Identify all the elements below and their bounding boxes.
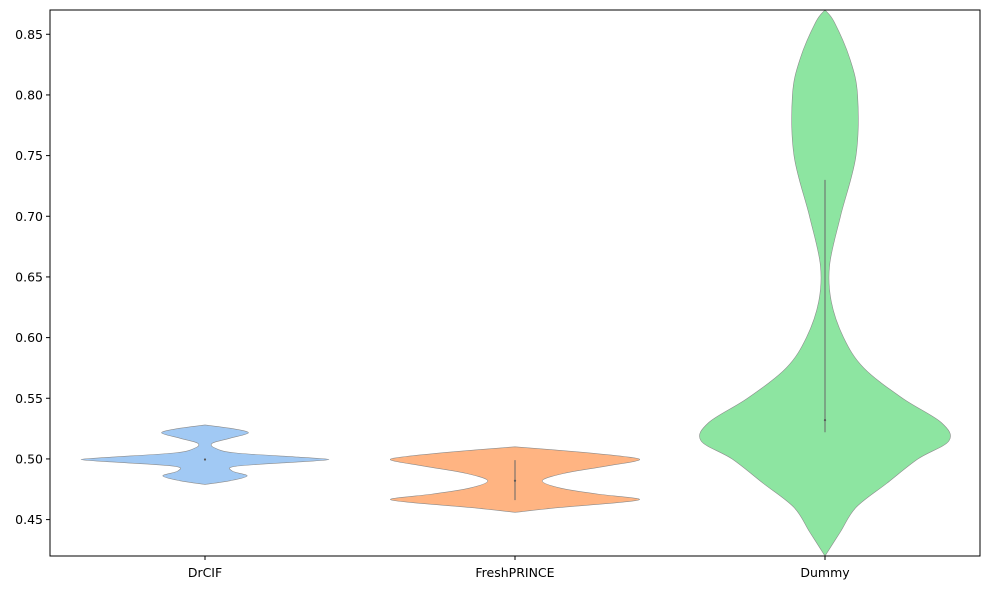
violins-layer (80, 10, 951, 556)
x-tick-label-dummy: Dummy (800, 565, 850, 580)
y-tick-label: 0.50 (15, 451, 43, 466)
y-tick-label: 0.60 (15, 330, 43, 345)
median-marker-drcif (203, 458, 207, 461)
x-tick-label-freshprince: FreshPRINCE (475, 565, 554, 580)
y-tick-label: 0.70 (15, 209, 43, 224)
y-tick-label: 0.45 (15, 512, 43, 527)
y-tick-label: 0.75 (15, 148, 43, 163)
y-tick-label: 0.55 (15, 391, 43, 406)
median-marker-dummy (823, 419, 827, 422)
violin-drcif (80, 424, 330, 485)
plot-frame (49, 9, 981, 557)
median-marker-freshprince (513, 479, 517, 482)
y-tick-label: 0.80 (15, 87, 43, 102)
y-axis: 0.45 0.50 0.55 0.60 0.65 0.70 0.75 0.80 0.85 (15, 27, 50, 527)
y-tick-label: 0.85 (15, 27, 43, 42)
y-tick-label: 0.65 (15, 269, 43, 284)
x-tick-label-drcif: DrCIF (188, 565, 222, 580)
x-axis: DrCIF FreshPRINCE Dummy (188, 556, 850, 580)
